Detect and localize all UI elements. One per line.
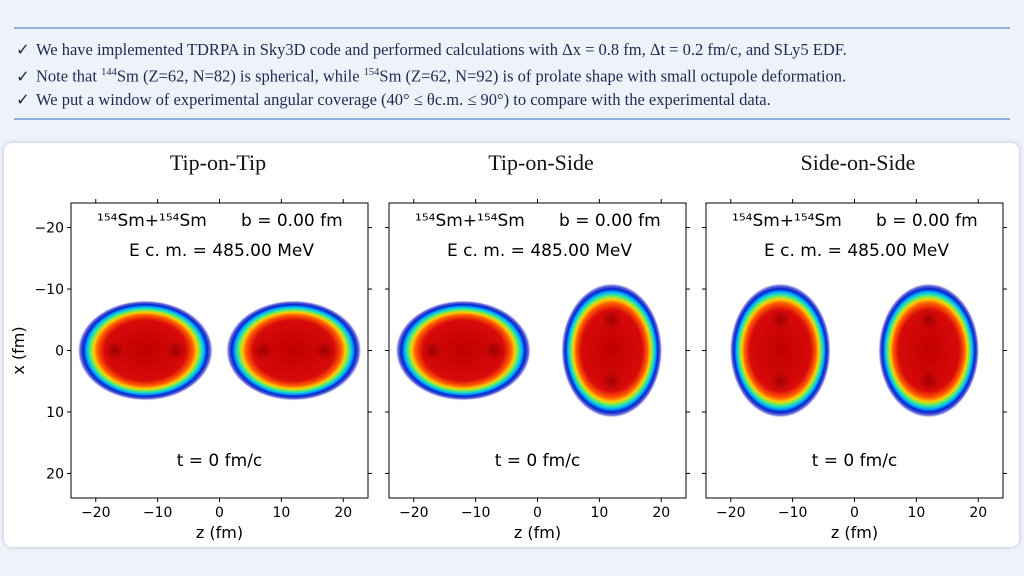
- nucleus-density: [77, 300, 214, 401]
- nucleus-density: [561, 282, 663, 419]
- x-tick-label: 20: [652, 505, 670, 521]
- plot-side-on-side: −20 −10 0 10 20 z (fm) ¹⁵⁴Sm+¹⁵⁴Sm b = 0.00 fm E…: [702, 199, 1007, 542]
- x-tick-label: 10: [590, 505, 608, 521]
- top-rule: [14, 27, 1010, 29]
- reaction-label: ¹⁵⁴Sm+¹⁵⁴Sm: [732, 211, 842, 231]
- y-tick-label: 10: [46, 405, 64, 421]
- x-tick-label: 20: [969, 505, 987, 521]
- density-lobe: [918, 309, 939, 330]
- density-lobe: [601, 309, 622, 330]
- panel-title-side-on-side: Side-on-Side: [800, 150, 916, 175]
- impact-parameter-label: b = 0.00 fm: [876, 211, 978, 231]
- x-tick-label: 0: [533, 505, 542, 521]
- bullet-item: ✓ We have implemented TDRPA in Sky3D code…: [16, 38, 1016, 61]
- bullet-item: ✓ Note that 144Sm (Z=62, N=82) is spheric…: [16, 61, 1016, 88]
- plot-tip-on-tip: −20 −10 0 10 20 −20 −10 0 10 20 z (fm) x (fm) ¹⁵⁴Sm+…: [9, 199, 372, 542]
- panel-title-tip-on-tip: Tip-on-Tip: [169, 150, 267, 175]
- nucleus-density: [225, 300, 362, 401]
- time-label: t = 0 fm/c: [495, 451, 581, 471]
- mass-number: 144: [101, 67, 117, 78]
- bullet-text: We put a window of experimental angular …: [36, 89, 771, 109]
- bullet-list: ✓ We have implemented TDRPA in Sky3D code…: [16, 38, 1016, 111]
- y-tick-label: 0: [55, 344, 64, 360]
- density-lobe: [166, 340, 187, 361]
- density-lobe: [252, 340, 273, 361]
- impact-parameter-label: b = 0.00 fm: [241, 211, 343, 231]
- nucleus-density: [729, 282, 831, 419]
- bullet-text-post: Sm (Z=62, N=92) is of prolate shape with…: [379, 66, 847, 86]
- x-tick-label: −10: [778, 505, 808, 521]
- x-tick-label: 0: [850, 505, 859, 521]
- x-axis-label: z (fm): [514, 523, 561, 542]
- x-tick-label: 20: [334, 505, 352, 521]
- x-axis-label: z (fm): [196, 523, 243, 542]
- x-tick-label: 10: [272, 505, 290, 521]
- x-tick-label: −10: [143, 505, 173, 521]
- density-lobe: [918, 371, 939, 392]
- x-tick-label: 10: [907, 505, 925, 521]
- plot-tip-on-side: −20 −10 0 10 20 z (fm) ¹⁵⁴Sm+¹⁵⁴Sm b = 0.00 fm E…: [385, 199, 690, 542]
- x-axis-label: z (fm): [831, 523, 878, 542]
- x-tick-label: −10: [461, 505, 491, 521]
- mass-number: 154: [363, 67, 380, 78]
- bullet-text: We have implemented TDRPA in Sky3D code …: [36, 40, 847, 59]
- nucleus-density: [395, 300, 532, 401]
- bullet-text-pre: Note that: [36, 66, 102, 86]
- time-label: t = 0 fm/c: [812, 451, 898, 471]
- reaction-label: ¹⁵⁴Sm+¹⁵⁴Sm: [97, 211, 207, 231]
- density-lobe: [770, 371, 791, 392]
- bullet-item: ✓ We put a window of experimental angular…: [16, 88, 1016, 111]
- nucleus-density: [878, 282, 980, 419]
- energy-label: E c. m. = 485.00 MeV: [764, 241, 949, 261]
- energy-label: E c. m. = 485.00 MeV: [447, 241, 632, 261]
- density-lobe: [770, 309, 791, 330]
- impact-parameter-label: b = 0.00 fm: [559, 211, 661, 231]
- check-icon: ✓: [16, 40, 30, 59]
- panel-title-tip-on-side: Tip-on-Side: [488, 150, 594, 175]
- bottom-rule: [14, 118, 1010, 120]
- x-tick-label: −20: [399, 505, 429, 521]
- y-tick-label: 20: [46, 466, 64, 482]
- density-lobe: [484, 340, 505, 361]
- y-tick-label: −10: [34, 282, 64, 298]
- reaction-label: ¹⁵⁴Sm+¹⁵⁴Sm: [415, 211, 525, 231]
- density-lobe: [422, 340, 443, 361]
- x-tick-label: 0: [215, 505, 224, 521]
- energy-label: E c. m. = 485.00 MeV: [129, 241, 314, 261]
- bullet-text-mid: Sm (Z=62, N=82) is spherical, while: [116, 66, 364, 86]
- time-label: t = 0 fm/c: [177, 451, 263, 471]
- y-tick-label: −20: [34, 221, 64, 237]
- y-axis-label: x (fm): [9, 326, 28, 374]
- x-tick-label: −20: [81, 505, 111, 521]
- check-icon: ✓: [16, 89, 30, 109]
- density-lobe: [104, 340, 125, 361]
- density-lobe: [314, 340, 335, 361]
- density-lobe: [601, 371, 622, 392]
- check-icon: ✓: [16, 66, 30, 86]
- x-tick-label: −20: [716, 505, 746, 521]
